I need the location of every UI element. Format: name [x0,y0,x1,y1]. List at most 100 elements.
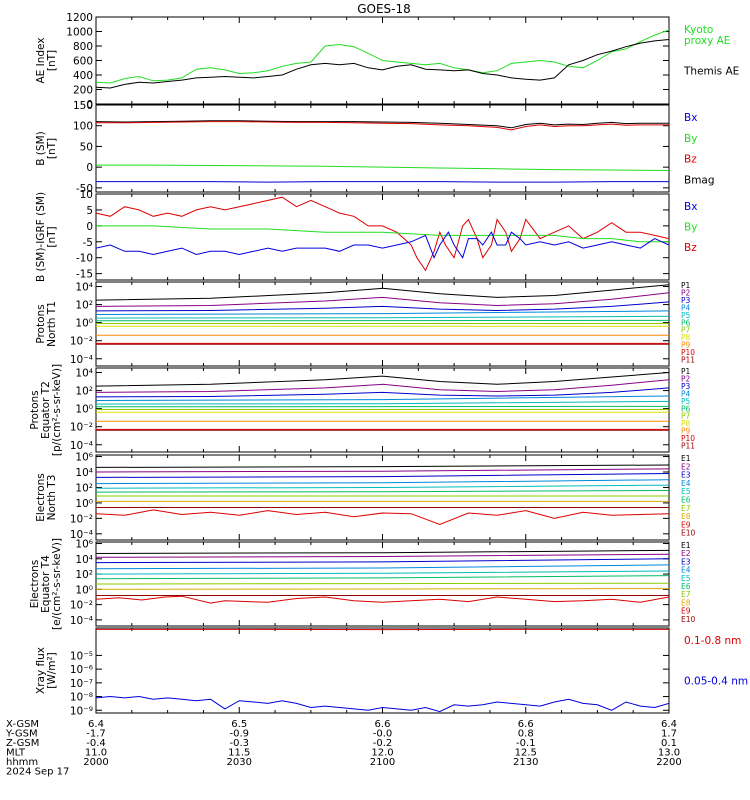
channel-label: E10 [681,529,696,538]
y-axis-title: [nT] [46,50,58,71]
y-tick-label: 0 [86,99,93,111]
legend-label: Bx [684,201,697,213]
y-tick-label: 10⁰ [75,584,93,596]
channel-label: E10 [681,615,696,624]
channel-label: P9 [681,427,691,436]
channel-label: P1 [681,281,691,290]
channel-label: E1 [681,454,691,463]
channel-label: E4 [681,566,691,575]
channel-label: E6 [681,496,691,505]
channel-label: E8 [681,598,691,607]
series-line-themis-ae [96,39,669,89]
series-line-p2 [96,292,669,307]
channel-label: E5 [681,574,691,583]
series-line-e6 [96,490,669,493]
series-line-e2 [96,553,669,558]
channel-label: P4 [681,389,691,398]
y-tick-label: 10⁻⁴ [70,354,93,366]
x-axis-row-label: Y-GSM [5,729,38,740]
plot-title: GOES-18 [357,2,411,16]
y-tick-label: 10⁻² [70,600,93,612]
y-axis-title: Protons [35,304,47,343]
channel-label: E5 [681,487,691,496]
series-line-bz [96,121,669,131]
panel-2: -50 0 50 100 150 B (SM) [nT] Bx By Bz Bmag [35,100,715,195]
series-line-p5 [96,400,669,405]
channel-label: E9 [681,607,691,616]
legend-label: Bmag [684,175,715,187]
channel-label: E7 [681,590,691,599]
series-line-by [96,225,669,243]
series-line-e9 [96,509,669,526]
x-tick-label: 1.7 [661,729,677,740]
legend-label: 0.05-0.4 nm [684,676,748,688]
series-line-e7 [96,582,669,585]
channel-label: P2 [681,288,691,297]
y-tick-label: 10⁻⁷ [70,678,93,690]
x-tick-label: -0.2 [373,738,393,749]
x-tick-label: 2200 [656,757,681,768]
series-line-e4 [96,564,669,570]
y-tick-label: 10⁶ [75,452,93,464]
y-tick-label: 10⁶ [75,539,93,551]
series-line-p2 [96,379,669,393]
y-tick-label: 10⁻⁶ [70,664,93,676]
channel-label: E7 [681,504,691,513]
channel-label: E4 [681,479,691,488]
series-line-e6 [96,575,669,580]
x-tick-label: -1.7 [86,729,106,740]
x-tick-label: 2030 [227,757,252,768]
y-tick-label: 150 [73,100,93,112]
series-line-e8 [96,588,669,590]
legend-label: By [684,222,697,234]
y-axis-title: Electrons [35,473,47,522]
channel-label: E1 [681,541,691,550]
channel-label: E2 [681,549,691,558]
series-line-p3 [96,387,669,398]
panel-frame [95,104,670,193]
y-tick-label: 50 [80,141,93,153]
legend-label: Bz [684,154,697,166]
panel-5: 10⁻⁴ 10⁻² 10⁰ 10² 10⁴ Protons Equator T2 [p/(cm… [29,364,695,456]
legend-label: Bz [684,242,697,254]
date-label: 2024 Sep 17 [6,767,69,778]
legend-label: Themis AE [683,66,739,78]
series-line-by [96,164,669,171]
y-tick-label: 10⁴ [75,554,93,566]
series-line-e5 [96,484,669,489]
y-axis-title: B (SM) [35,131,47,165]
y-tick-label: 10⁻² [70,513,93,525]
x-tick-label: -0.3 [229,738,249,749]
channel-label: P3 [681,296,691,305]
y-tick-label: 100 [73,121,93,133]
legend-label: Bx [684,112,697,124]
series-line-0-05-0-4-nm [96,695,669,713]
legend-label: Kyoto [684,24,713,36]
x-tick-label: 0.8 [518,729,534,740]
y-axis-title: [nT] [46,138,58,159]
series-line-p5 [96,315,669,319]
series-line-e3 [96,558,669,564]
channel-label: P6 [681,318,691,327]
panel-1: 0 200 400 600 800 1000 1200 AE Index [nT] Kyotopr… [35,12,739,111]
series-line-p3 [96,301,669,312]
panel-8: 10⁻⁹10⁻⁸ 10⁻⁷ 10⁻⁶ 10⁻⁵ Xray flux [W/m²] 0.1-0… [35,627,748,717]
series-line-kyoto-proxy-ae [96,29,669,84]
y-tick-label: 10⁻⁵ [70,650,93,662]
y-tick-label: 0 [86,162,93,174]
channel-label: P10 [681,434,695,443]
y-tick-label: 10⁻⁴ [70,615,93,627]
channel-label: P10 [681,348,695,357]
y-tick-label: 10⁰ [75,498,93,510]
x-tick-label: 2000 [83,757,108,768]
y-tick-label: 10² [75,300,93,312]
channel-label: E9 [681,520,691,529]
channel-label: P7 [681,412,691,421]
y-axis-title: North T3 [46,475,58,521]
legend-label: 0.1-0.8 nm [684,635,741,647]
legend-label: proxy AE [684,35,730,47]
series-line-e5 [96,570,669,575]
channel-label: P4 [681,303,691,312]
y-tick-label: 10⁴ [75,467,93,479]
